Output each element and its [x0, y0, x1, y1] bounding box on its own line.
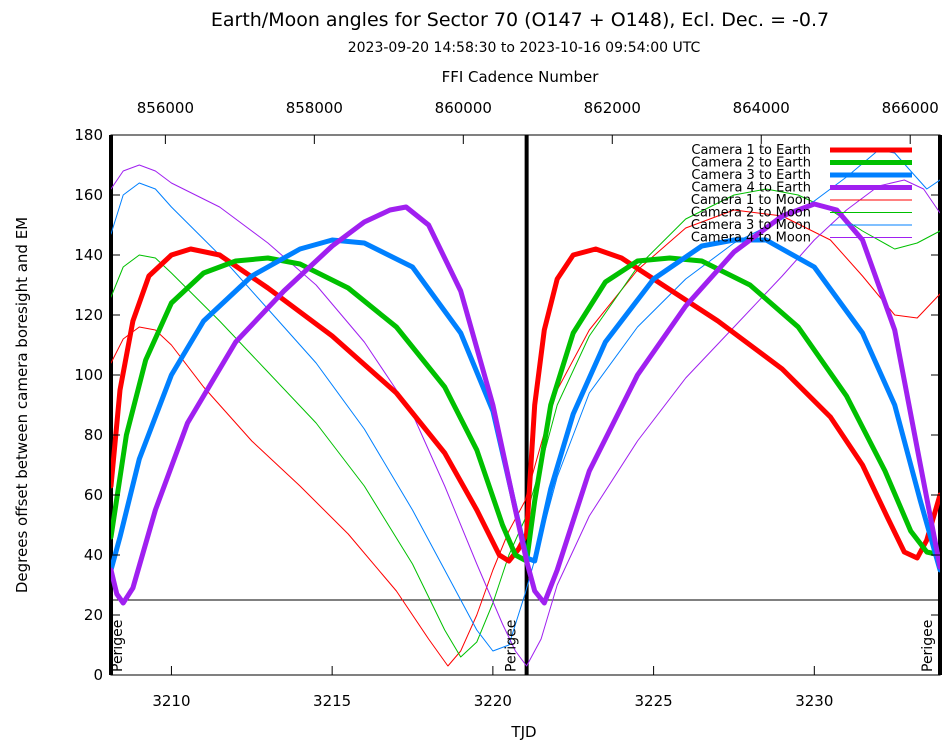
- series-layer: [111, 149, 940, 667]
- x2-tick-label-3: 862000: [584, 99, 641, 117]
- y-tick-label-3: 60: [84, 486, 103, 504]
- series-line-camera-1-to-moon: [111, 209, 940, 667]
- x2-tick-label-2: 860000: [435, 99, 492, 117]
- y-tick-label-0: 0: [93, 666, 103, 684]
- annotation-perigee-2: Perigee: [920, 620, 936, 672]
- annotation-perigee-0: Perigee: [110, 620, 126, 672]
- legend-label-0: Camera 1 to Earth: [691, 143, 811, 158]
- y-axis-label: Degrees offset between camera boresight …: [13, 217, 31, 593]
- x-axis-label: TJD: [510, 723, 536, 741]
- chart-subtitle: 2023-09-20 14:58:30 to 2023-10-16 09:54:…: [348, 40, 701, 56]
- x2-axis-label: FFI Cadence Number: [442, 68, 600, 86]
- x2-tick-label-1: 858000: [286, 99, 343, 117]
- x-tick-label-0: 3210: [152, 692, 190, 710]
- y-tick-label-6: 120: [74, 306, 103, 324]
- y-tick-label-9: 180: [74, 126, 103, 144]
- series-line-camera-3-to-moon: [111, 149, 940, 652]
- legend-label-6: Camera 3 to Moon: [691, 218, 811, 233]
- legend-label-3: Camera 4 to Earth: [691, 181, 811, 196]
- x-tick-label-4: 3230: [795, 692, 833, 710]
- x-tick-label-3: 3225: [635, 692, 673, 710]
- x2-tick-label-0: 856000: [137, 99, 194, 117]
- annotation-layer: Perigee Perigee Perigee: [110, 620, 936, 672]
- y-tick-label-2: 40: [84, 546, 103, 564]
- legend-label-2: Camera 3 to Earth: [691, 168, 811, 183]
- y-tick-label-5: 100: [74, 366, 103, 384]
- y-tick-label-4: 80: [84, 426, 103, 444]
- series-line-camera-4-to-earth: [111, 201, 940, 606]
- y-tick-label-7: 140: [74, 246, 103, 264]
- x2-tick-label-5: 866000: [882, 99, 939, 117]
- legend-label-1: Camera 2 to Earth: [691, 156, 811, 171]
- plot-area: [109, 134, 942, 676]
- legend-label-7: Camera 4 to Moon: [691, 231, 811, 246]
- x-tick-label-1: 3215: [313, 692, 351, 710]
- chart-title: Earth/Moon angles for Sector 70 (O147 + …: [211, 9, 829, 31]
- tick-layer: 0 20 40 60 80 100 120 140 160 180 3210 3215 3220 3225…: [74, 99, 940, 710]
- legend-label-5: Camera 2 to Moon: [691, 206, 811, 221]
- series-line-camera-2-to-moon: [111, 188, 940, 658]
- y-tick-label-1: 20: [84, 606, 103, 624]
- y-tick-label-8: 160: [74, 186, 103, 204]
- x2-tick-label-4: 864000: [733, 99, 790, 117]
- series-line-camera-1-to-earth: [111, 246, 940, 564]
- annotation-perigee-1: Perigee: [504, 620, 520, 672]
- x-tick-label-2: 3220: [474, 692, 512, 710]
- legend-label-4: Camera 1 to Moon: [691, 193, 811, 208]
